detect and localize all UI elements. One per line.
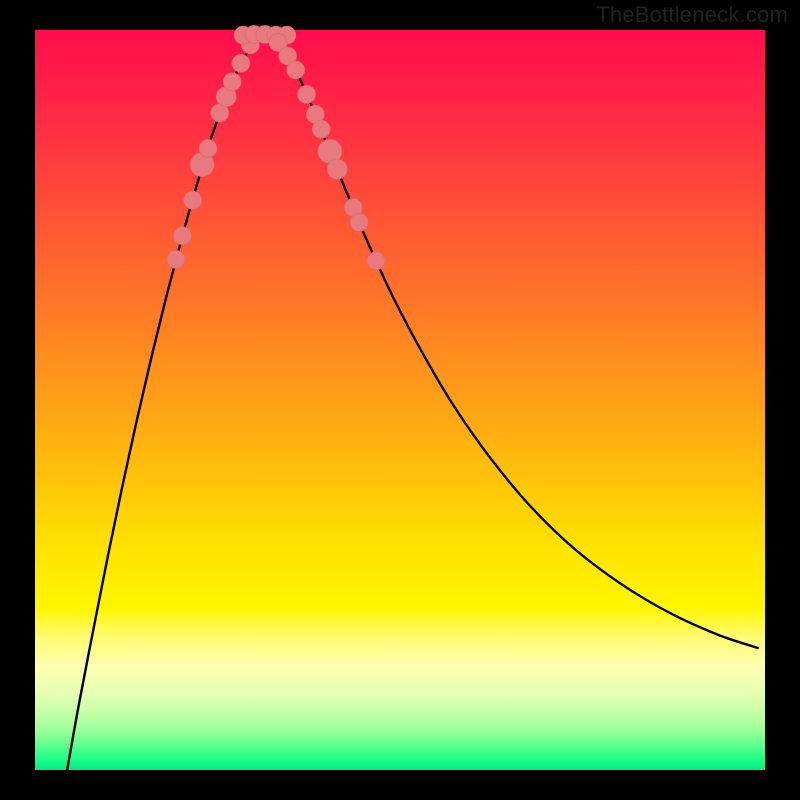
data-marker bbox=[287, 61, 305, 79]
data-marker bbox=[223, 73, 241, 91]
data-marker bbox=[199, 139, 217, 157]
data-marker bbox=[327, 159, 347, 179]
data-marker bbox=[367, 252, 385, 270]
data-marker bbox=[298, 85, 316, 103]
data-marker bbox=[350, 213, 368, 231]
plot-background bbox=[35, 30, 765, 770]
data-marker bbox=[312, 120, 330, 138]
data-marker bbox=[184, 191, 202, 209]
chart-frame: TheBottleneck.com bbox=[0, 0, 800, 800]
data-marker bbox=[232, 54, 250, 72]
data-marker bbox=[173, 227, 191, 245]
watermark-text: TheBottleneck.com bbox=[596, 2, 788, 28]
bottleneck-chart bbox=[0, 0, 800, 800]
data-marker bbox=[167, 250, 185, 268]
